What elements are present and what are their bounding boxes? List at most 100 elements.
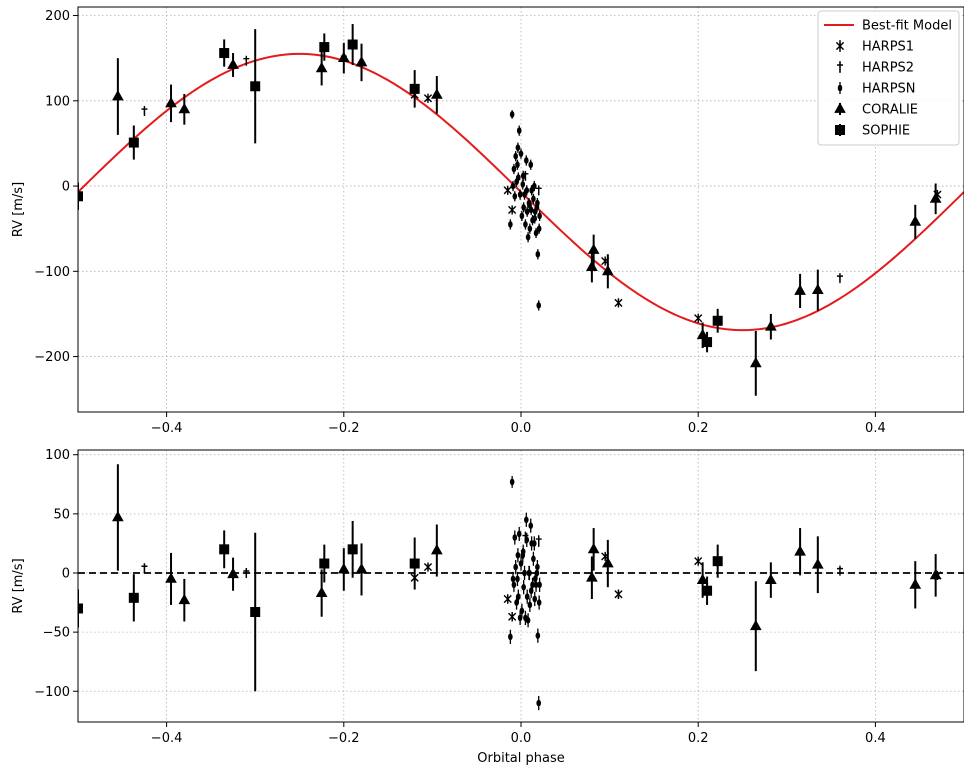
bottom-harps2-point: [141, 563, 148, 574]
top-harpsn-point: [531, 195, 536, 203]
bottom-harpsn-point: [524, 536, 530, 544]
top-harpsn-point: [535, 199, 540, 207]
legend-entry: HARPS2: [837, 61, 914, 76]
bottom-sophie-point: [250, 607, 261, 618]
bottom-x-tick-label: 0.2: [688, 731, 709, 746]
top-harps2-point: [243, 55, 250, 66]
top-harpsn-point: [524, 157, 529, 164]
top-harpsn-point: [521, 204, 526, 211]
top-harpsn-point: [511, 165, 517, 173]
top-coralie-point: [811, 283, 824, 294]
bottom-coralie-point: [909, 578, 922, 589]
top-coralie-point: [794, 284, 806, 295]
top-harpsn-point: [523, 221, 528, 228]
bottom-x-tick-label: 0.0: [511, 731, 532, 746]
top-y-tick-label: 0: [62, 180, 70, 195]
bottom-coralie-point: [601, 557, 614, 568]
bottom-y-axis-label: RV [m/s]: [11, 558, 26, 613]
top-x-tick-label: −0.2: [328, 421, 360, 436]
bottom-coralie-point: [430, 544, 443, 555]
legend-entry: HARPS1: [835, 40, 914, 55]
bottom-harpsn-point: [532, 595, 538, 603]
top-sophie-point: [319, 42, 330, 53]
top-series-coralie: [112, 42, 942, 396]
top-harpsn-point: [510, 182, 516, 190]
bottom-harpsn-point: [521, 583, 526, 591]
legend: Best-fit Model HARPS1 HARPS2 HARPSN CORALIE S…: [817, 10, 960, 146]
bottom-sophie-point: [347, 544, 358, 555]
bottom-y-tick-label: 100: [45, 448, 70, 463]
legend-label: HARPS1: [862, 40, 914, 55]
bottom-sophie-point: [128, 592, 139, 603]
bottom-harpsn-point: [519, 607, 525, 615]
top-sophie-point: [712, 315, 723, 326]
bottom-harpsn-point: [509, 478, 515, 486]
bottom-harpsn-point: [536, 599, 542, 606]
top-harpsn-point: [517, 191, 523, 198]
bottom-harpsn-point: [528, 587, 534, 595]
legend-entry: HARPSN: [837, 82, 916, 97]
bottom-harpsn-point: [535, 563, 540, 571]
bottom-y-tick-label: 50: [53, 507, 70, 522]
top-sophie-point: [250, 81, 261, 92]
bottom-coralie-point: [227, 567, 239, 579]
legend-marker-harps1: [835, 41, 845, 51]
bottom-harps2-point: [535, 536, 542, 547]
top-harpsn-point: [515, 161, 520, 169]
bottom-sophie-point: [712, 556, 723, 567]
top-y-tick-label: 100: [45, 94, 70, 109]
bottom-harpsn-point: [516, 593, 521, 600]
bottom-coralie-point: [315, 586, 328, 597]
bottom-sophie-point: [702, 585, 713, 596]
top-harpsn-point: [533, 229, 539, 237]
top-harpsn-point: [529, 187, 534, 194]
bottom-harpsn-point: [520, 548, 526, 556]
bottom-y-tick-label: −100: [34, 685, 70, 700]
top-harpsn-point: [532, 215, 538, 222]
bottom-harps1-point: [508, 612, 517, 622]
top-harpsn-point: [531, 182, 537, 190]
top-coralie-point: [178, 102, 191, 114]
bottom-harpsn-point: [527, 569, 532, 577]
top-coralie-point: [696, 328, 709, 340]
bottom-harpsn-point: [536, 699, 542, 707]
bottom-harpsn-point: [537, 581, 542, 589]
legend-label: SOPHIE: [862, 124, 910, 139]
bottom-coralie-point: [587, 542, 600, 554]
legend-label: HARPS2: [862, 61, 914, 76]
bottom-sophie-point: [78, 603, 83, 614]
bottom-points-layer: [78, 464, 942, 711]
top-coralie-point: [355, 55, 368, 67]
top-coralie-point: [586, 260, 598, 271]
top-sophie-point: [128, 137, 139, 148]
bottom-x-tick-label: 0.4: [865, 731, 886, 746]
top-harpsn-point: [512, 192, 518, 200]
top-harpsn-point: [527, 225, 533, 232]
top-coralie-point: [765, 320, 777, 331]
top-harpsn-point: [524, 208, 530, 215]
legend-marker-harpsn: [837, 84, 843, 92]
top-x-tick-label: 0.2: [688, 421, 709, 436]
bottom-harpsn-point: [535, 632, 541, 639]
top-sophie-point: [219, 48, 230, 59]
top-harpsn-point: [513, 152, 518, 160]
bottom-harpsn-point: [531, 540, 537, 547]
top-harpsn-point: [518, 150, 524, 157]
legend-entry: Best-fit Model: [824, 19, 952, 34]
top-sophie-point: [409, 83, 420, 94]
top-y-tick-label: −200: [34, 350, 70, 365]
bottom-harpsn-point: [515, 551, 521, 559]
top-coralie-point: [112, 90, 124, 101]
legend-entry: SOPHIE: [835, 124, 910, 139]
bottom-harpsn-point: [515, 575, 520, 583]
bottom-coralie-point: [112, 510, 124, 522]
bottom-harpsn-point: [510, 575, 516, 583]
bottom-series-sophie: [78, 520, 723, 692]
top-points-layer: [78, 24, 942, 396]
top-harps1-point: [423, 93, 433, 103]
top-y-tick-label: −100: [34, 265, 70, 280]
top-coralie-point: [315, 61, 328, 73]
top-coralie-point: [165, 96, 177, 108]
top-harpsn-point: [524, 187, 530, 194]
